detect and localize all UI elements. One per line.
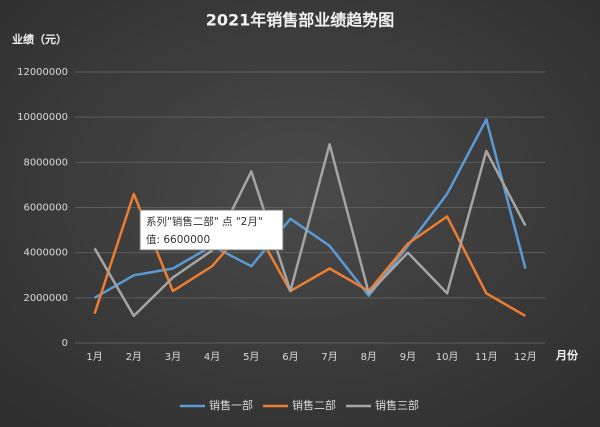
x-tick-label: 10月 bbox=[436, 351, 459, 363]
y-axis-label: 业绩（元） bbox=[12, 32, 67, 46]
x-tick-label: 2月 bbox=[126, 351, 142, 363]
y-tick-label: 12000000 bbox=[17, 67, 68, 78]
legend-label: 销售三部 bbox=[375, 398, 419, 412]
tooltip: 系列"销售二部" 点 "2月" 值: 6600000 bbox=[139, 209, 284, 251]
x-tick-label: 12月 bbox=[514, 351, 537, 363]
tooltip-text: 值: 6600000 bbox=[146, 233, 210, 246]
series-line bbox=[93, 143, 527, 318]
y-tick-label: 0 bbox=[62, 338, 68, 349]
chart-title: 2021年销售部业绩趋势图 bbox=[206, 11, 395, 30]
x-tick-label: 8月 bbox=[361, 351, 377, 363]
x-tick-label: 4月 bbox=[204, 351, 220, 363]
x-tick-label: 11月 bbox=[475, 351, 498, 363]
y-tick-label: 8000000 bbox=[23, 157, 68, 168]
x-tick-label: 7月 bbox=[321, 351, 337, 363]
series-line bbox=[93, 192, 527, 317]
tooltip-text: 系列"销售二部" 点 "2月" bbox=[146, 215, 263, 228]
series-line bbox=[93, 118, 527, 299]
x-tick-label: 5月 bbox=[243, 351, 259, 363]
x-tick-label: 6月 bbox=[282, 351, 298, 363]
x-tick-label: 1月 bbox=[86, 351, 102, 363]
x-axis-label: 月份 bbox=[555, 348, 579, 362]
y-tick-label: 6000000 bbox=[23, 203, 68, 214]
y-tick-label: 4000000 bbox=[23, 248, 68, 259]
y-tick-label: 10000000 bbox=[17, 112, 68, 123]
legend-label: 销售二部 bbox=[292, 398, 336, 412]
y-tick-label: 2000000 bbox=[23, 293, 68, 304]
x-tick-label: 9月 bbox=[400, 351, 416, 363]
x-tick-label: 3月 bbox=[165, 351, 181, 363]
tooltip-box bbox=[139, 209, 284, 251]
legend-label: 销售一部 bbox=[209, 398, 253, 412]
